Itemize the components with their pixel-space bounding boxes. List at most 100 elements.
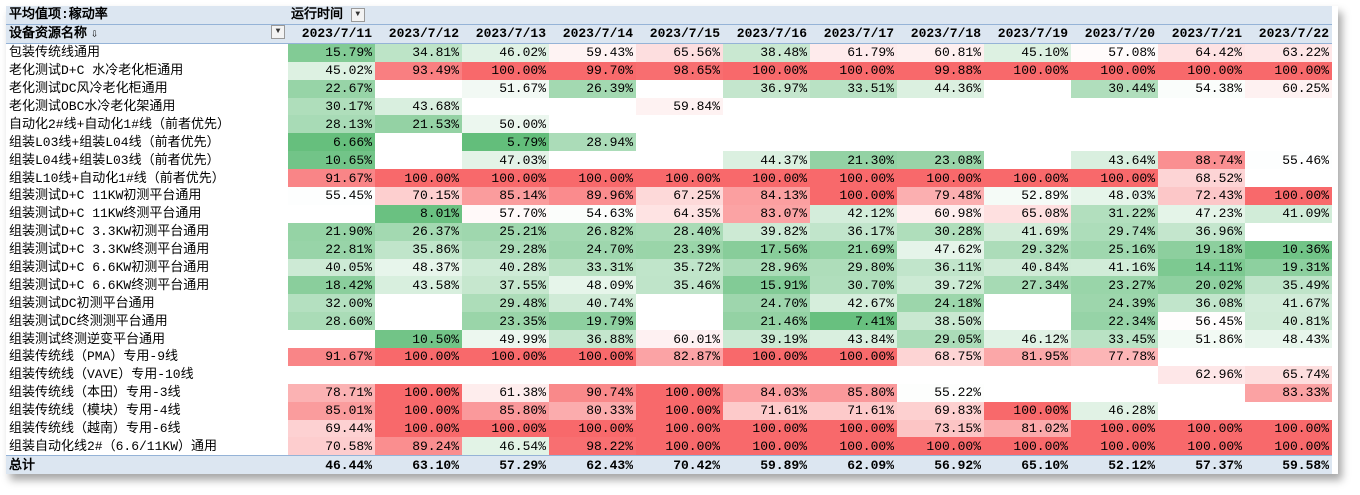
utilization-cell[interactable] bbox=[288, 330, 375, 348]
utilization-cell[interactable] bbox=[375, 294, 462, 312]
utilization-cell[interactable]: 100.00% bbox=[1245, 437, 1332, 456]
utilization-cell[interactable]: 33.45% bbox=[1071, 330, 1158, 349]
utilization-cell[interactable]: 60.98% bbox=[897, 204, 984, 223]
utilization-cell[interactable] bbox=[810, 133, 897, 151]
utilization-cell[interactable]: 22.67% bbox=[288, 79, 375, 98]
utilization-cell[interactable]: 15.91% bbox=[723, 276, 810, 295]
utilization-cell[interactable]: 28.60% bbox=[288, 312, 375, 331]
row-label[interactable]: 组装传统线（本田）专用-3线 bbox=[9, 385, 181, 401]
utilization-cell[interactable] bbox=[288, 205, 375, 223]
utilization-cell[interactable]: 83.33% bbox=[1245, 383, 1332, 402]
utilization-cell[interactable]: 42.67% bbox=[810, 294, 897, 313]
grand-total-cell[interactable]: 70.42% bbox=[636, 455, 723, 475]
utilization-cell[interactable]: 28.40% bbox=[636, 222, 723, 241]
utilization-cell[interactable]: 39.72% bbox=[897, 276, 984, 295]
utilization-cell[interactable]: 100.00% bbox=[984, 169, 1071, 188]
utilization-cell[interactable] bbox=[723, 366, 810, 384]
utilization-cell[interactable] bbox=[984, 312, 1071, 330]
utilization-cell[interactable] bbox=[549, 151, 636, 169]
utilization-cell[interactable]: 81.95% bbox=[984, 348, 1071, 366]
utilization-cell[interactable]: 14.11% bbox=[1158, 258, 1245, 277]
utilization-cell[interactable]: 65.08% bbox=[984, 204, 1071, 223]
utilization-cell[interactable]: 22.81% bbox=[288, 240, 375, 259]
utilization-cell[interactable]: 91.67% bbox=[288, 169, 375, 188]
utilization-cell[interactable]: 100.00% bbox=[375, 383, 462, 402]
utilization-cell[interactable]: 36.17% bbox=[810, 222, 897, 241]
utilization-cell[interactable]: 26.39% bbox=[549, 79, 636, 98]
utilization-cell[interactable]: 46.02% bbox=[462, 43, 549, 62]
row-label[interactable]: 组装L10线+自动化1#线（前者优先） bbox=[9, 170, 225, 186]
utilization-cell[interactable]: 100.00% bbox=[723, 419, 810, 438]
utilization-cell[interactable]: 21.30% bbox=[810, 151, 897, 170]
utilization-cell[interactable] bbox=[1071, 366, 1158, 384]
row-label[interactable]: 组装L04线+组装L03线（前者优先） bbox=[9, 152, 220, 168]
date-column-header[interactable]: 2023/7/17 bbox=[810, 24, 897, 44]
utilization-cell[interactable]: 71.61% bbox=[723, 401, 810, 420]
utilization-cell[interactable]: 41.69% bbox=[984, 222, 1071, 241]
utilization-cell[interactable] bbox=[810, 366, 897, 384]
utilization-cell[interactable]: 29.48% bbox=[462, 294, 549, 313]
utilization-cell[interactable]: 41.67% bbox=[1245, 294, 1332, 313]
utilization-cell[interactable] bbox=[1158, 348, 1245, 366]
utilization-cell[interactable] bbox=[636, 312, 723, 330]
utilization-cell[interactable]: 28.96% bbox=[723, 258, 810, 277]
utilization-cell[interactable]: 35.46% bbox=[636, 276, 723, 295]
utilization-cell[interactable]: 8.01% bbox=[375, 204, 462, 223]
utilization-cell[interactable]: 30.70% bbox=[810, 276, 897, 295]
utilization-cell[interactable]: 36.97% bbox=[723, 79, 810, 98]
utilization-cell[interactable]: 54.63% bbox=[549, 204, 636, 223]
utilization-cell[interactable] bbox=[1245, 402, 1332, 420]
utilization-cell[interactable]: 88.74% bbox=[1158, 151, 1245, 170]
utilization-cell[interactable]: 57.70% bbox=[462, 204, 549, 223]
row-label[interactable]: 组装传统线（模块）专用-4线 bbox=[9, 403, 181, 419]
utilization-cell[interactable]: 42.12% bbox=[810, 204, 897, 223]
grand-total-cell[interactable]: 59.89% bbox=[723, 455, 810, 475]
utilization-cell[interactable]: 62.96% bbox=[1158, 365, 1245, 384]
utilization-cell[interactable]: 24.18% bbox=[897, 294, 984, 313]
utilization-cell[interactable]: 100.00% bbox=[636, 419, 723, 438]
utilization-cell[interactable]: 27.34% bbox=[984, 276, 1071, 295]
utilization-cell[interactable]: 30.28% bbox=[897, 222, 984, 241]
row-label[interactable]: 老化测试OBC水冷老化架通用 bbox=[9, 99, 176, 114]
utilization-cell[interactable] bbox=[984, 80, 1071, 98]
utilization-cell[interactable] bbox=[636, 366, 723, 384]
utilization-cell[interactable]: 21.46% bbox=[723, 312, 810, 331]
utilization-cell[interactable]: 45.02% bbox=[288, 61, 375, 80]
utilization-cell[interactable]: 100.00% bbox=[1071, 419, 1158, 438]
utilization-cell[interactable]: 37.55% bbox=[462, 276, 549, 295]
utilization-cell[interactable]: 100.00% bbox=[1158, 419, 1245, 438]
utilization-cell[interactable]: 39.19% bbox=[723, 330, 810, 349]
utilization-cell[interactable]: 72.43% bbox=[1158, 187, 1245, 205]
utilization-cell[interactable]: 47.03% bbox=[462, 151, 549, 170]
utilization-cell[interactable] bbox=[1158, 402, 1245, 420]
grand-total-cell[interactable]: 63.10% bbox=[375, 455, 462, 475]
utilization-cell[interactable]: 100.00% bbox=[375, 419, 462, 438]
utilization-cell[interactable] bbox=[984, 384, 1071, 402]
utilization-cell[interactable]: 10.65% bbox=[288, 151, 375, 170]
row-label[interactable]: 组装测试D+C 6.6KW终测平台通用 bbox=[9, 277, 210, 293]
utilization-cell[interactable]: 82.87% bbox=[636, 348, 723, 366]
utilization-cell[interactable]: 41.09% bbox=[1245, 204, 1332, 223]
utilization-cell[interactable]: 98.22% bbox=[549, 437, 636, 456]
date-column-header[interactable]: 2023/7/14 bbox=[549, 24, 636, 44]
row-label[interactable]: 自动化2#线+自动化1#线（前者优先） bbox=[9, 116, 231, 132]
row-label[interactable]: 组装测试终测逆变平台通用 bbox=[9, 331, 166, 347]
row-label[interactable]: 组装自动化线2#（6.6/11KW）通用 bbox=[9, 438, 218, 454]
utilization-cell[interactable]: 43.68% bbox=[375, 97, 462, 116]
utilization-cell[interactable]: 59.43% bbox=[549, 43, 636, 62]
utilization-cell[interactable]: 35.49% bbox=[1245, 276, 1332, 295]
row-label[interactable]: 组装传统线（VAVE）专用-10线 bbox=[9, 367, 194, 383]
utilization-cell[interactable]: 100.00% bbox=[549, 348, 636, 366]
utilization-cell[interactable]: 33.51% bbox=[810, 79, 897, 98]
utilization-cell[interactable] bbox=[897, 115, 984, 133]
utilization-cell[interactable] bbox=[984, 133, 1071, 151]
utilization-cell[interactable] bbox=[897, 98, 984, 116]
utilization-cell[interactable] bbox=[636, 115, 723, 133]
row-label[interactable]: 组装传统线（PMA）专用-9线 bbox=[9, 349, 179, 365]
utilization-cell[interactable]: 35.86% bbox=[375, 240, 462, 259]
utilization-cell[interactable]: 25.21% bbox=[462, 222, 549, 241]
utilization-cell[interactable]: 17.56% bbox=[723, 240, 810, 259]
utilization-cell[interactable]: 25.16% bbox=[1071, 240, 1158, 259]
grand-total-cell[interactable]: 57.37% bbox=[1158, 455, 1245, 475]
utilization-cell[interactable]: 61.38% bbox=[462, 383, 549, 402]
